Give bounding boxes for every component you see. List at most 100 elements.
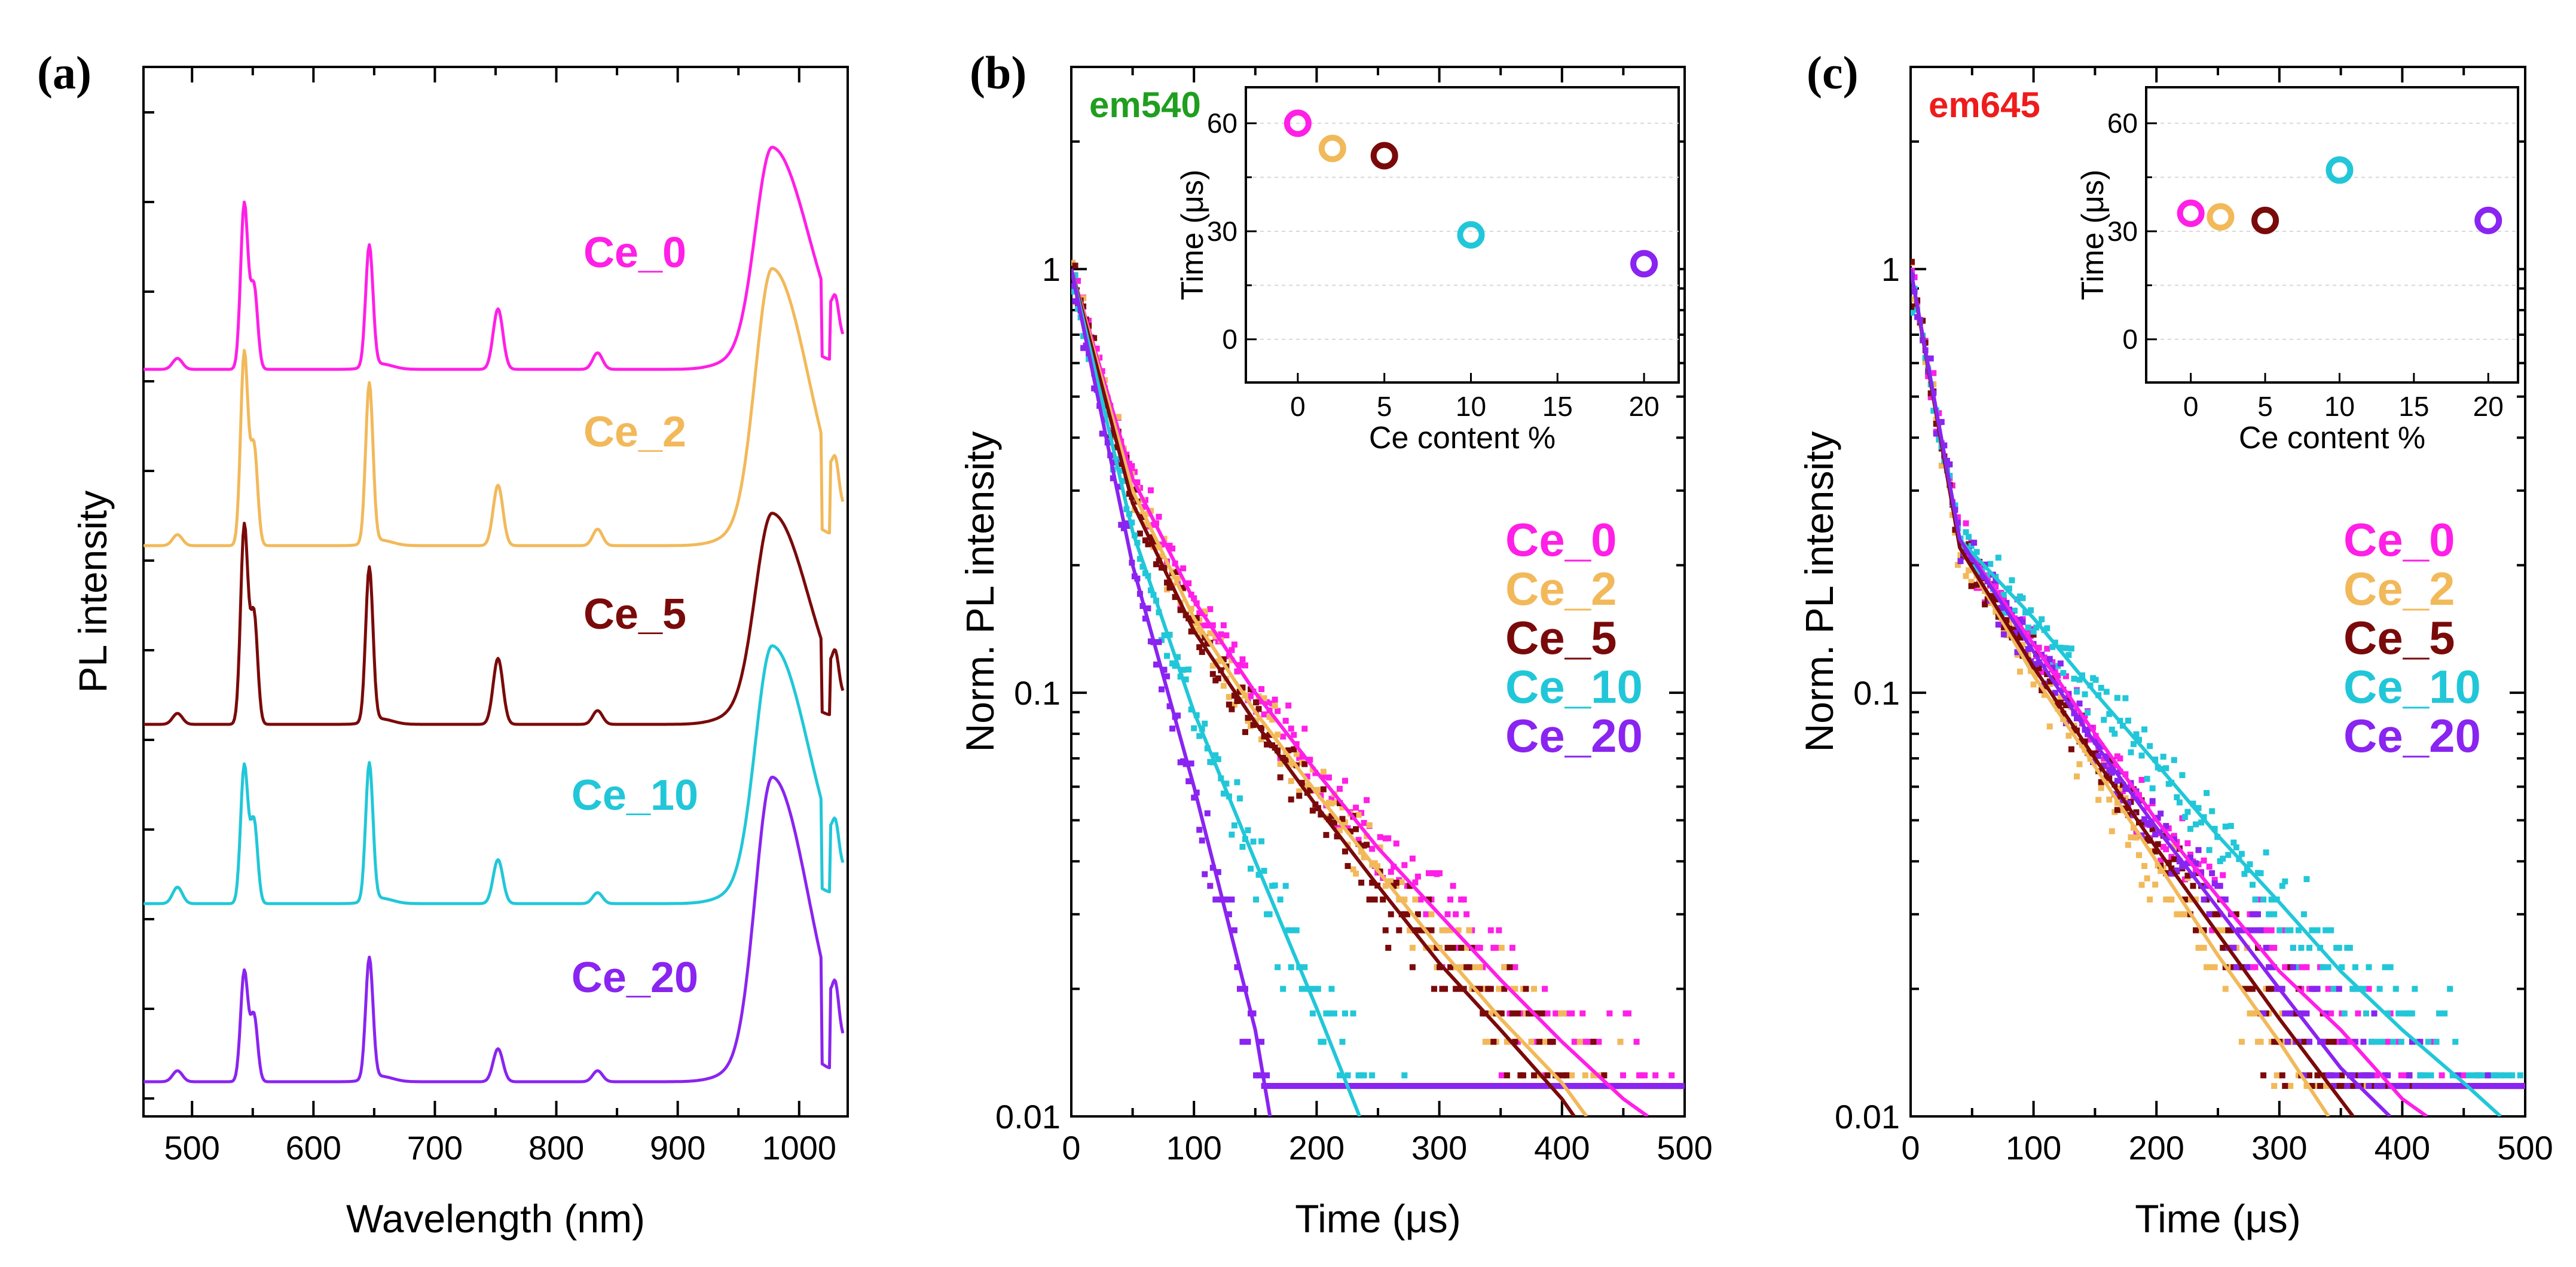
data-point <box>1533 1010 1540 1017</box>
data-point <box>1212 896 1219 903</box>
data-point <box>1911 310 1915 316</box>
data-point <box>1434 944 1440 951</box>
data-point <box>2412 986 2418 992</box>
data-point <box>1301 964 1308 971</box>
data-point <box>2014 649 2021 656</box>
data-point <box>2152 848 2159 855</box>
data-point <box>2314 927 2321 934</box>
data-point <box>2382 964 2388 971</box>
data-point <box>2155 841 2161 847</box>
inset-x-tick-label: 5 <box>1377 391 1392 422</box>
data-point <box>2279 883 2285 889</box>
inset-plot: 0 30 60 0 5 10 15 20 Ce content % Time (μs) <box>2076 86 2519 455</box>
data-point <box>2317 1083 2324 1090</box>
data-point <box>1596 1039 1602 1045</box>
inset-point-ce-2 <box>2207 203 2235 231</box>
data-point <box>2011 607 2018 614</box>
data-point <box>2049 659 2056 665</box>
data-point <box>1250 1010 1257 1017</box>
data-point <box>1298 986 1305 992</box>
data-point <box>1199 622 1205 629</box>
data-point <box>1444 944 1451 951</box>
data-point <box>2352 1039 2358 1045</box>
data-point <box>2111 762 2118 769</box>
data-point <box>1490 1039 1497 1045</box>
data-point <box>1911 303 1918 310</box>
data-point <box>1569 1072 1575 1079</box>
data-point <box>1272 702 1278 709</box>
data-point <box>1282 883 1289 889</box>
x-tick-label: 600 <box>286 1129 341 1167</box>
data-point <box>2160 754 2166 760</box>
data-point <box>1215 658 1221 665</box>
data-point <box>1409 944 1416 951</box>
data-point <box>1275 732 1281 738</box>
data-point <box>2287 1083 2294 1090</box>
data-point <box>1407 883 1413 889</box>
data-point <box>2230 839 2237 846</box>
data-point <box>1971 540 1978 546</box>
data-point <box>2441 1010 2448 1017</box>
data-point <box>2184 809 2191 815</box>
data-point <box>1364 841 1370 848</box>
fit-line-ce-5 <box>1911 268 2355 1116</box>
data-point <box>2103 688 2110 695</box>
data-point <box>2025 625 2031 631</box>
data-point <box>2057 699 2064 706</box>
data-point <box>2206 847 2213 853</box>
data-point <box>1199 837 1205 844</box>
data-point <box>2325 964 2331 971</box>
x-tick-label: 500 <box>164 1129 220 1167</box>
data-point <box>1973 549 1980 555</box>
data-point <box>2349 1072 2356 1079</box>
data-point <box>2109 769 2115 776</box>
data-point <box>2252 927 2259 934</box>
data-point <box>2325 1039 2331 1045</box>
data-point <box>1328 813 1335 819</box>
data-point <box>2257 1039 2264 1045</box>
data-point <box>2028 663 2034 670</box>
data-point <box>1142 521 1148 528</box>
data-point <box>2517 1072 2523 1079</box>
data-point <box>1185 580 1192 587</box>
legend-label-ce-20: Ce_20 <box>1505 709 1643 762</box>
data-point <box>1993 577 1999 584</box>
data-point <box>2133 809 2140 816</box>
data-point <box>1196 644 1203 650</box>
inset-x-tick-label: 10 <box>1456 391 1486 422</box>
data-point <box>1212 752 1219 758</box>
data-point <box>2385 1072 2391 1079</box>
data-point <box>1325 774 1332 781</box>
data-point <box>1995 555 2001 561</box>
inset-x-tick-label: 5 <box>2257 391 2273 422</box>
data-point <box>1318 811 1324 818</box>
inset-point-ce-5 <box>2251 206 2279 234</box>
data-point <box>2509 1072 2516 1079</box>
data-point <box>2000 631 2007 638</box>
data-point <box>1458 964 1465 971</box>
data-point <box>2398 1039 2404 1045</box>
data-point <box>2428 1072 2434 1079</box>
data-point <box>2149 826 2156 833</box>
data-point <box>1196 827 1203 833</box>
inset-x-tick-label: 15 <box>1542 391 1573 422</box>
data-point <box>2271 944 2278 951</box>
data-point <box>1234 964 1240 971</box>
data-point <box>2263 849 2269 856</box>
data-points-ce-20 <box>1911 273 2525 1090</box>
data-point <box>1255 1072 1262 1079</box>
data-point <box>2282 878 2288 885</box>
y-axis-label: Norm. PL intensity <box>1797 431 1841 752</box>
data-point <box>1177 607 1184 613</box>
data-point <box>2062 702 2069 709</box>
data-point <box>2046 678 2053 685</box>
data-point <box>1377 834 1383 840</box>
data-point <box>1968 543 1975 549</box>
data-point <box>2222 986 2229 992</box>
data-point <box>1366 822 1373 828</box>
data-point <box>2030 681 2037 688</box>
data-point <box>1409 855 1416 862</box>
data-point <box>2009 577 2015 583</box>
data-point <box>1285 702 1292 709</box>
